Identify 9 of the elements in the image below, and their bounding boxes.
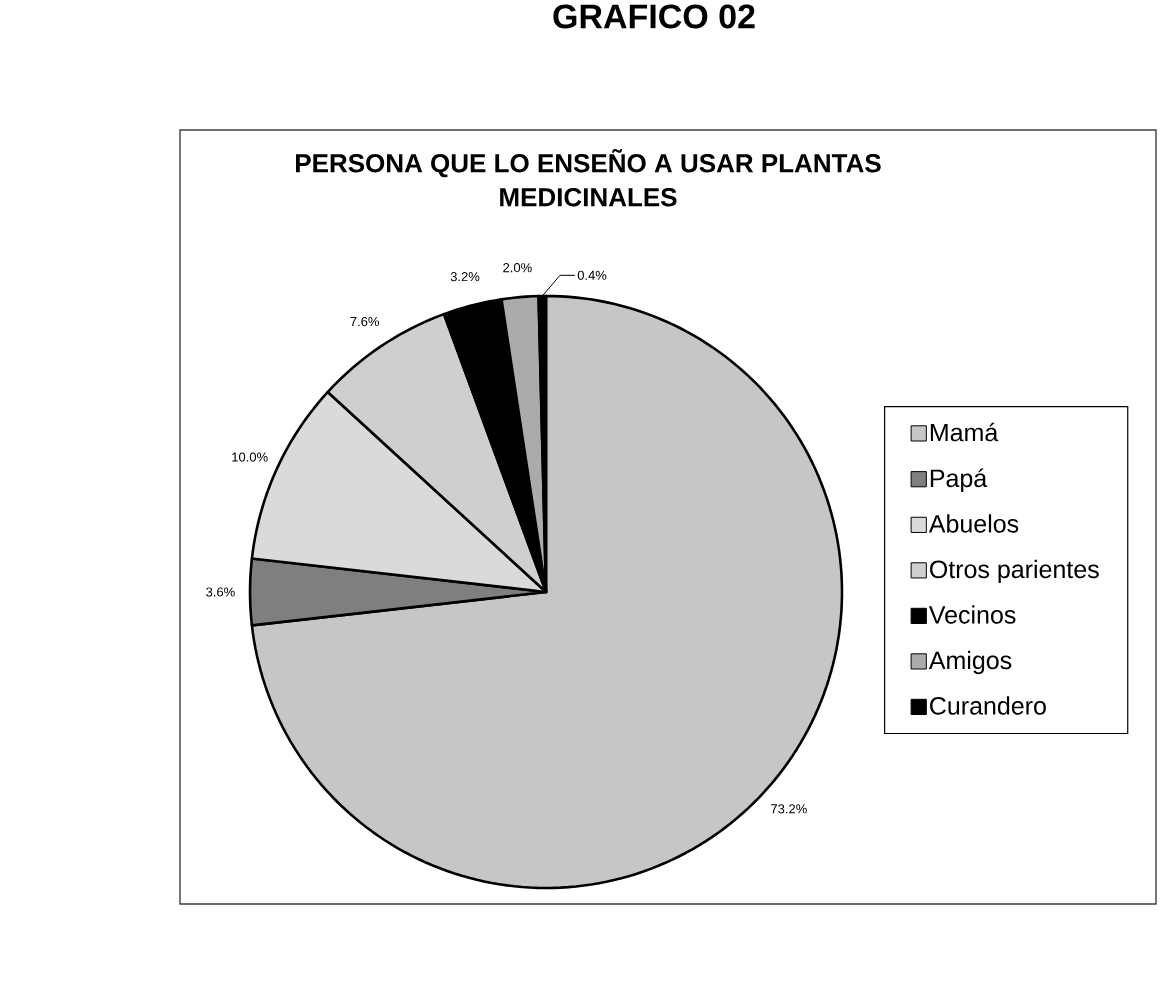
legend-label: Vecinos bbox=[928, 605, 1016, 624]
legend-label: Mamá bbox=[930, 422, 999, 442]
legend-label: Amigos bbox=[928, 650, 1012, 675]
legend-label: Abuelos bbox=[928, 514, 1019, 533]
legend-label: Papá bbox=[930, 468, 988, 493]
text: GRAFICO 02 bbox=[553, 4, 755, 29]
chart-title: PERSONA QUE LO ENSEÑO A USAR PLANTAS MEDICINALES bbox=[296, 149, 881, 207]
legend-label: Curandero bbox=[930, 696, 1046, 715]
legend-label: Otros parientes bbox=[930, 559, 1099, 584]
